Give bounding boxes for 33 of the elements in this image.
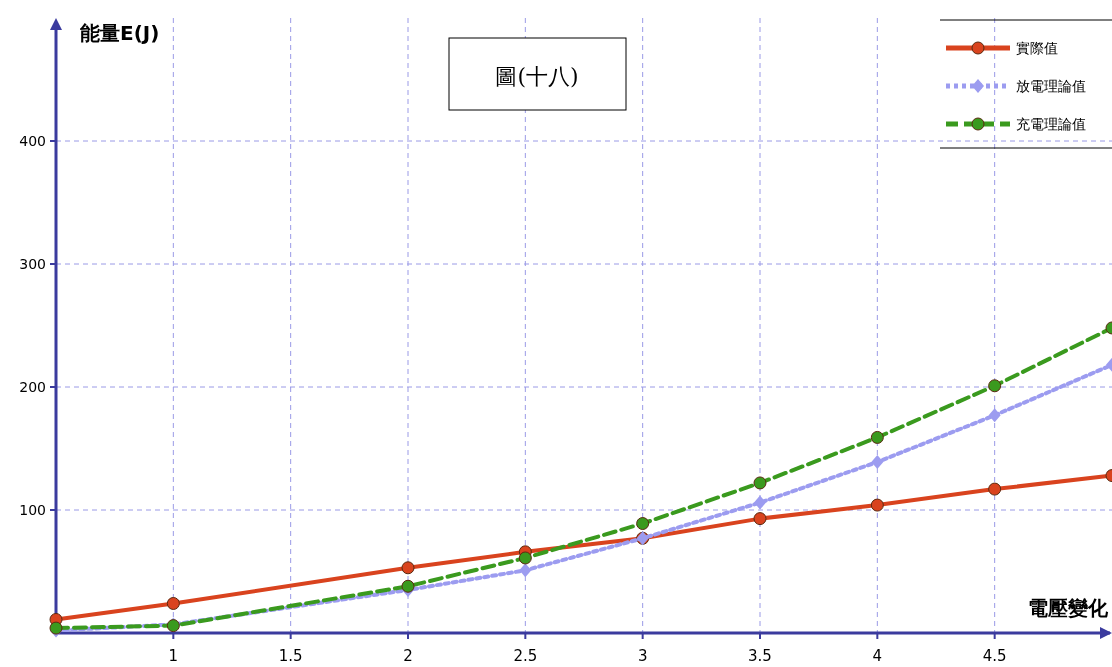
title-frame: 圖(十八): [448, 37, 627, 111]
y-tick-label: 400: [19, 133, 46, 149]
point: [754, 495, 766, 510]
point: [519, 563, 532, 578]
y-tick-label: 100: [19, 502, 46, 518]
point: [753, 476, 767, 490]
point: [753, 512, 767, 526]
y-tick-label: 200: [19, 379, 46, 395]
point: [166, 596, 180, 610]
point: [401, 579, 415, 593]
point: [870, 498, 884, 512]
legend-label: 充電理論值: [1016, 116, 1086, 132]
x-tick-label: 1.5: [278, 647, 303, 665]
point: [988, 408, 1001, 423]
y-axis-title: 能量E(J): [80, 21, 160, 45]
x-tick-label: 3.5: [748, 647, 772, 665]
point: [988, 482, 1002, 496]
x-tick-label: 3: [637, 647, 648, 665]
x-tick-label: 2.5: [513, 647, 538, 665]
point: [870, 430, 884, 444]
point: [401, 561, 415, 575]
point: [636, 517, 650, 531]
point: [871, 455, 884, 470]
legend-label: 實際值: [1016, 40, 1058, 56]
x-tick-label: 4.5: [982, 647, 1007, 665]
x-tick-label: 2: [403, 647, 413, 665]
y-tick-label: 300: [19, 256, 46, 272]
x-tick-label: 4: [872, 647, 883, 665]
x-tick-label: 1: [168, 647, 179, 665]
legend-label: 放電理論值: [1016, 78, 1086, 94]
x-axis-title: 電壓變化: [1028, 596, 1109, 620]
point: [518, 551, 532, 565]
point: [988, 379, 1002, 393]
